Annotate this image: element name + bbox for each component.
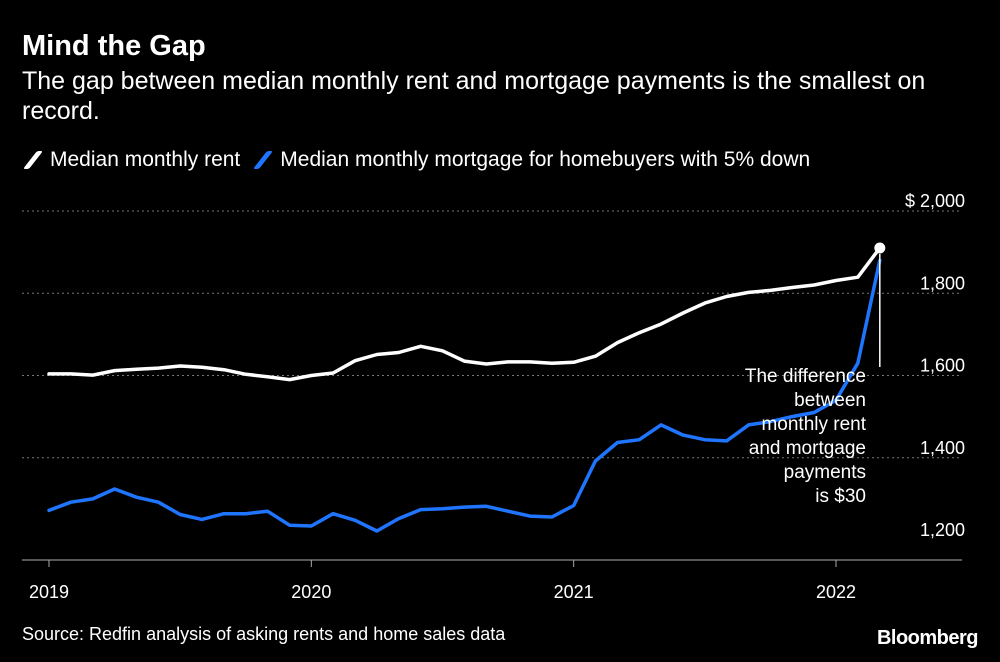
y-tick-label-3: 1,400 <box>920 438 965 458</box>
chart-subtitle: The gap between median monthly rent and … <box>22 67 926 125</box>
legend-label-mortgage: Median monthly mortgage for homebuyers w… <box>280 148 811 171</box>
annotation-line-0: The difference <box>745 366 866 387</box>
annotation-line-1: between <box>794 390 866 411</box>
axis-layer: $ 2,000 1,800 1,600 1,400 1,200 2019 2020 2021 2… <box>22 191 965 602</box>
annotation-line-2: monthly rent <box>761 414 866 435</box>
annotation-layer: The difference between monthly rent and mor… <box>745 254 881 507</box>
y-tick-label-1: 1,800 <box>920 273 965 293</box>
chart-title: Mind the Gap <box>22 30 206 62</box>
legend: Median monthly rent Median monthly mortg… <box>22 148 822 172</box>
annotation-text: The difference between monthly rent and mor… <box>745 366 867 507</box>
x-tick-label-2: 2021 <box>554 582 594 602</box>
y-tick-label-2: 1,600 <box>920 356 965 376</box>
legend-label-rent: Median monthly rent <box>50 148 241 171</box>
legend-item-mortgage: Median monthly mortgage for homebuyers w… <box>252 148 810 172</box>
x-tick-label-1: 2020 <box>291 582 331 602</box>
rent-endpoint-marker <box>874 242 886 254</box>
source-note: Source: Redfin analysis of asking rents … <box>22 624 506 644</box>
bloomberg-logo: Bloomberg <box>876 627 979 649</box>
annotation-line-4: payments <box>784 462 866 483</box>
annotation-line-3: and mortgage <box>749 438 866 459</box>
series-layer <box>47 242 886 533</box>
series-line-rent <box>47 246 882 382</box>
y-tick-label-4: 1,200 <box>920 520 965 540</box>
x-tick-label-0: 2019 <box>29 582 69 602</box>
series-line-mortgage <box>47 258 882 533</box>
x-tick-label-3: 2022 <box>816 582 856 602</box>
legend-item-rent: Median monthly rent <box>22 148 240 172</box>
grid-layer <box>22 210 962 459</box>
y-tick-label-0: $ 2,000 <box>905 191 965 211</box>
annotation-line-5: is $30 <box>815 486 866 507</box>
